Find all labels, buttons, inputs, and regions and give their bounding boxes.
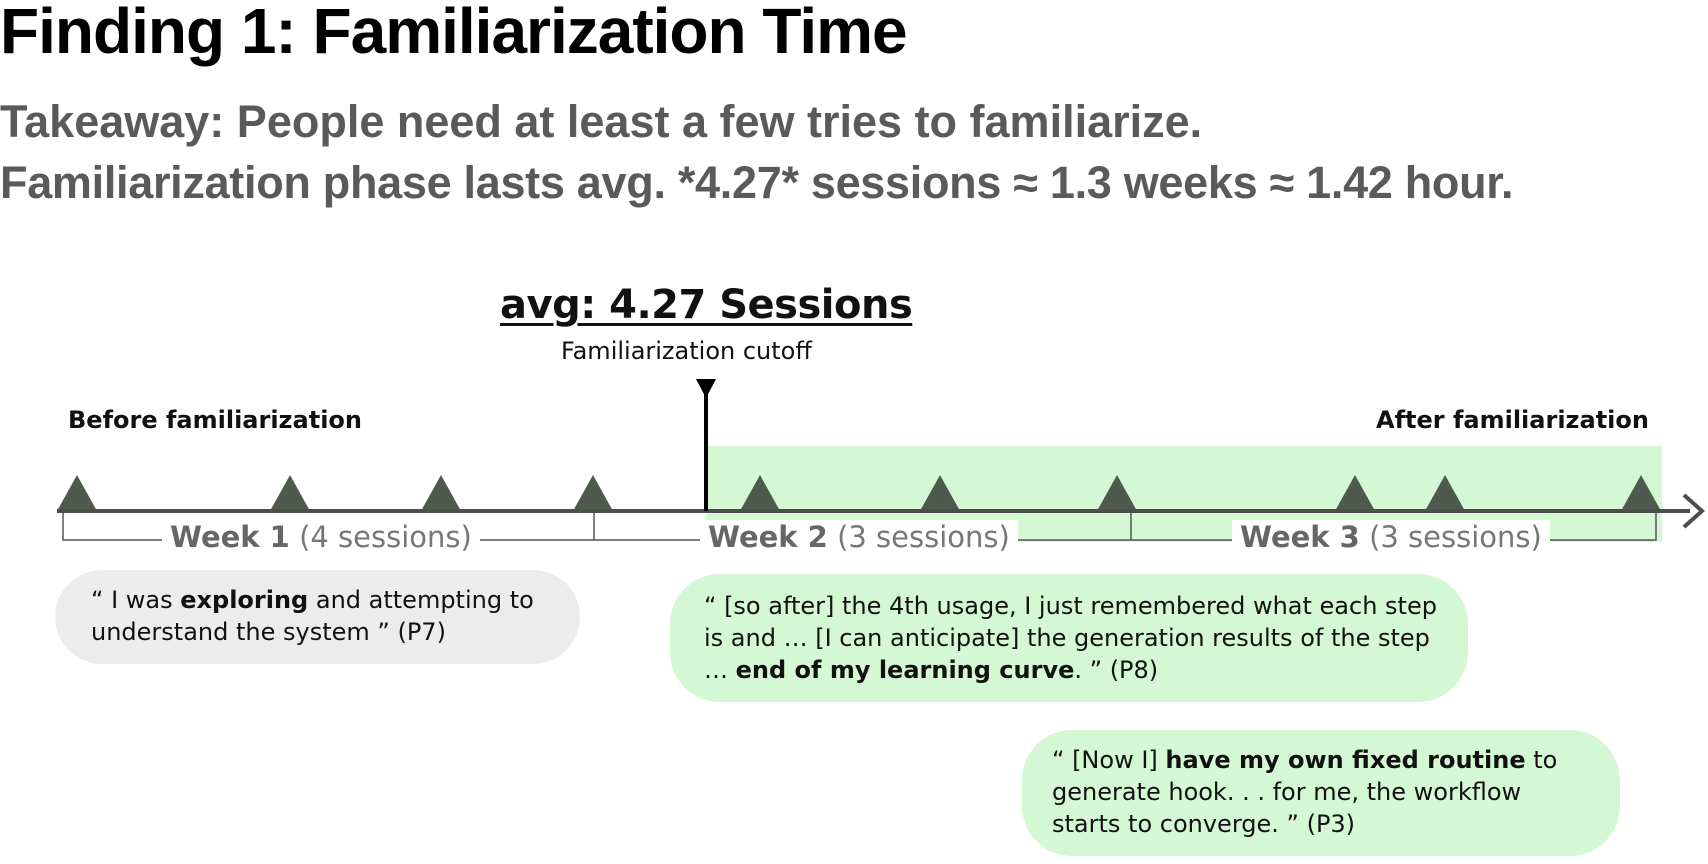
quote-p7: “ I was exploring and attempting to unde… — [55, 570, 580, 664]
session-marker — [920, 475, 960, 511]
cutoff-label: Familiarization cutoff — [561, 337, 812, 365]
session-marker — [573, 475, 613, 511]
page-title: Finding 1: Familiarization Time — [0, 0, 908, 67]
week-1-label: Week 1 (4 sessions) — [162, 520, 480, 554]
quote-p8: “ [so after] the 4th usage, I just remem… — [670, 574, 1468, 702]
session-marker — [270, 475, 310, 511]
session-marker — [1335, 475, 1375, 511]
session-marker — [1425, 475, 1465, 511]
average-sessions-label: avg: 4.27 Sessions — [500, 282, 913, 328]
before-phase-label: Before familiarization — [68, 406, 362, 434]
takeaway-line-1: Takeaway: People need at least a few tri… — [0, 96, 1203, 147]
session-marker — [421, 475, 461, 511]
after-phase-label: After familiarization — [1376, 406, 1649, 434]
cutoff-marker — [696, 379, 716, 398]
session-markers — [57, 475, 1661, 511]
quote-p3: “ [Now I] have my own fixed routine to g… — [1022, 730, 1620, 856]
timeline-arrowhead — [1682, 493, 1706, 529]
week-3-label: Week 3 (3 sessions) — [1232, 520, 1550, 554]
session-marker — [57, 475, 97, 511]
session-marker — [740, 475, 780, 511]
session-marker — [1621, 475, 1661, 511]
takeaway-line-2: Familiarization phase lasts avg. *4.27* … — [0, 157, 1514, 208]
week-2-label: Week 2 (3 sessions) — [700, 520, 1018, 554]
session-marker — [1097, 475, 1137, 511]
